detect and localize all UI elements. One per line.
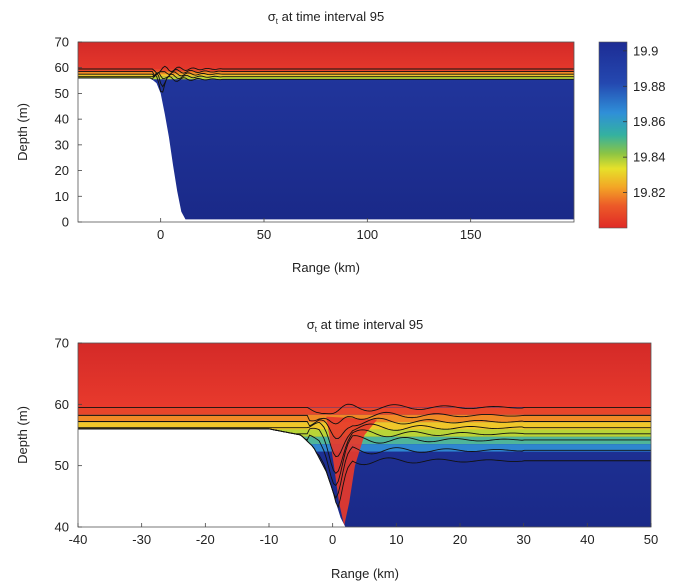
y-tick-label: 20	[55, 163, 69, 178]
bottom-seafloor	[78, 428, 651, 527]
x-tick-label: -40	[69, 532, 88, 547]
top-heatmap-field	[78, 42, 574, 222]
top-y-ticks: 0 10 20 30 40 50 60 70	[55, 35, 82, 230]
y-tick-label: 10	[55, 189, 69, 204]
transition-band	[78, 76, 574, 80]
colorbar-tick-label: 19.9	[633, 43, 658, 58]
top-x-label: Range (km)	[292, 260, 360, 275]
x-tick-label: 40	[580, 532, 594, 547]
x-tick-label: 0	[329, 532, 336, 547]
contour-line	[78, 421, 651, 458]
x-tick-label: 20	[453, 532, 467, 547]
transition-band	[78, 74, 574, 77]
top-chart-title: σt at time interval 95	[268, 9, 384, 26]
transition-band	[78, 444, 651, 452]
transition-band	[78, 414, 651, 423]
contour-line	[78, 74, 574, 93]
contour-line	[78, 71, 574, 80]
y-tick-label: 40	[55, 112, 69, 127]
bottom-surface-layer	[78, 343, 651, 407]
transition-band	[78, 71, 574, 75]
bottom-x-label: Range (km)	[331, 566, 399, 581]
x-tick-label: -10	[260, 532, 279, 547]
y-tick-label: 0	[62, 215, 69, 230]
transition-band	[78, 407, 651, 415]
top-seafloor	[78, 78, 574, 222]
bottom-y-ticks: 40 50 60 70	[55, 336, 82, 535]
x-tick-label: 50	[644, 532, 658, 547]
y-tick-label: 50	[55, 86, 69, 101]
colorbar-tick-label: 19.86	[633, 114, 666, 129]
contour-line	[78, 417, 651, 440]
top-x-ticks: 0 50 100 150	[157, 218, 482, 242]
colorbar-ticks: 19.9 19.88 19.86 19.84 19.82	[623, 43, 666, 200]
x-tick-label: 100	[356, 227, 378, 242]
colorbar-tick-label: 19.84	[633, 150, 666, 165]
top-plot-frame	[77, 41, 575, 223]
colorbar-tick-label: 19.88	[633, 79, 666, 94]
bottom-title-sigma: σ	[307, 317, 315, 332]
bottom-y-label: Depth (m)	[15, 406, 30, 464]
contour-line	[78, 69, 574, 77]
x-tick-label: -20	[196, 532, 215, 547]
transition-band	[78, 69, 574, 72]
bottom-x-ticks: -40 -30 -20 -10 0 10 20 30 40 50	[69, 523, 658, 547]
bottom-title-subscript: t	[315, 325, 318, 334]
x-tick-label: 30	[516, 532, 530, 547]
y-tick-label: 60	[55, 397, 69, 412]
bottom-chart-title: σt at time interval 95	[307, 317, 423, 334]
y-tick-label: 70	[55, 336, 69, 351]
contour-line	[78, 428, 651, 509]
x-tick-label: 50	[257, 227, 271, 242]
contour-line	[78, 65, 574, 74]
y-tick-label: 30	[55, 137, 69, 152]
x-tick-label: 0	[157, 227, 164, 242]
contour-line	[78, 72, 574, 88]
x-tick-label: 150	[460, 227, 482, 242]
top-chart: σt at time interval 95 0 50 100 150 0 10 20 30…	[15, 9, 666, 275]
contour-line	[78, 411, 651, 425]
bottom-heatmap-field	[78, 343, 651, 527]
bottom-chart: σt at time interval 95 -40 -30 -20 -10 0 10 20…	[15, 317, 658, 581]
contour-line	[78, 403, 651, 415]
x-tick-label: -30	[132, 532, 151, 547]
colorbar-tick-label: 19.82	[633, 185, 666, 200]
top-transition-bands	[78, 69, 574, 80]
y-tick-label: 70	[55, 35, 69, 50]
top-contour-lines	[78, 65, 574, 93]
x-tick-label: 10	[389, 532, 403, 547]
bottom-contour-lines	[78, 403, 651, 509]
colorbar-gradient	[598, 41, 628, 229]
transition-band	[78, 436, 651, 445]
colorbar: 19.9 19.88 19.86 19.84 19.82	[598, 41, 666, 229]
y-tick-label: 40	[55, 520, 69, 535]
bottom-red-tongue	[326, 416, 378, 526]
top-title-subscript: t	[276, 17, 279, 26]
top-y-label: Depth (m)	[15, 103, 30, 161]
y-tick-label: 50	[55, 458, 69, 473]
top-title-rest: at time interval 95	[278, 9, 384, 24]
y-tick-label: 60	[55, 60, 69, 75]
bottom-title-rest: at time interval 95	[317, 317, 423, 332]
top-title-sigma: σ	[268, 9, 276, 24]
bottom-plot-frame	[77, 342, 652, 528]
